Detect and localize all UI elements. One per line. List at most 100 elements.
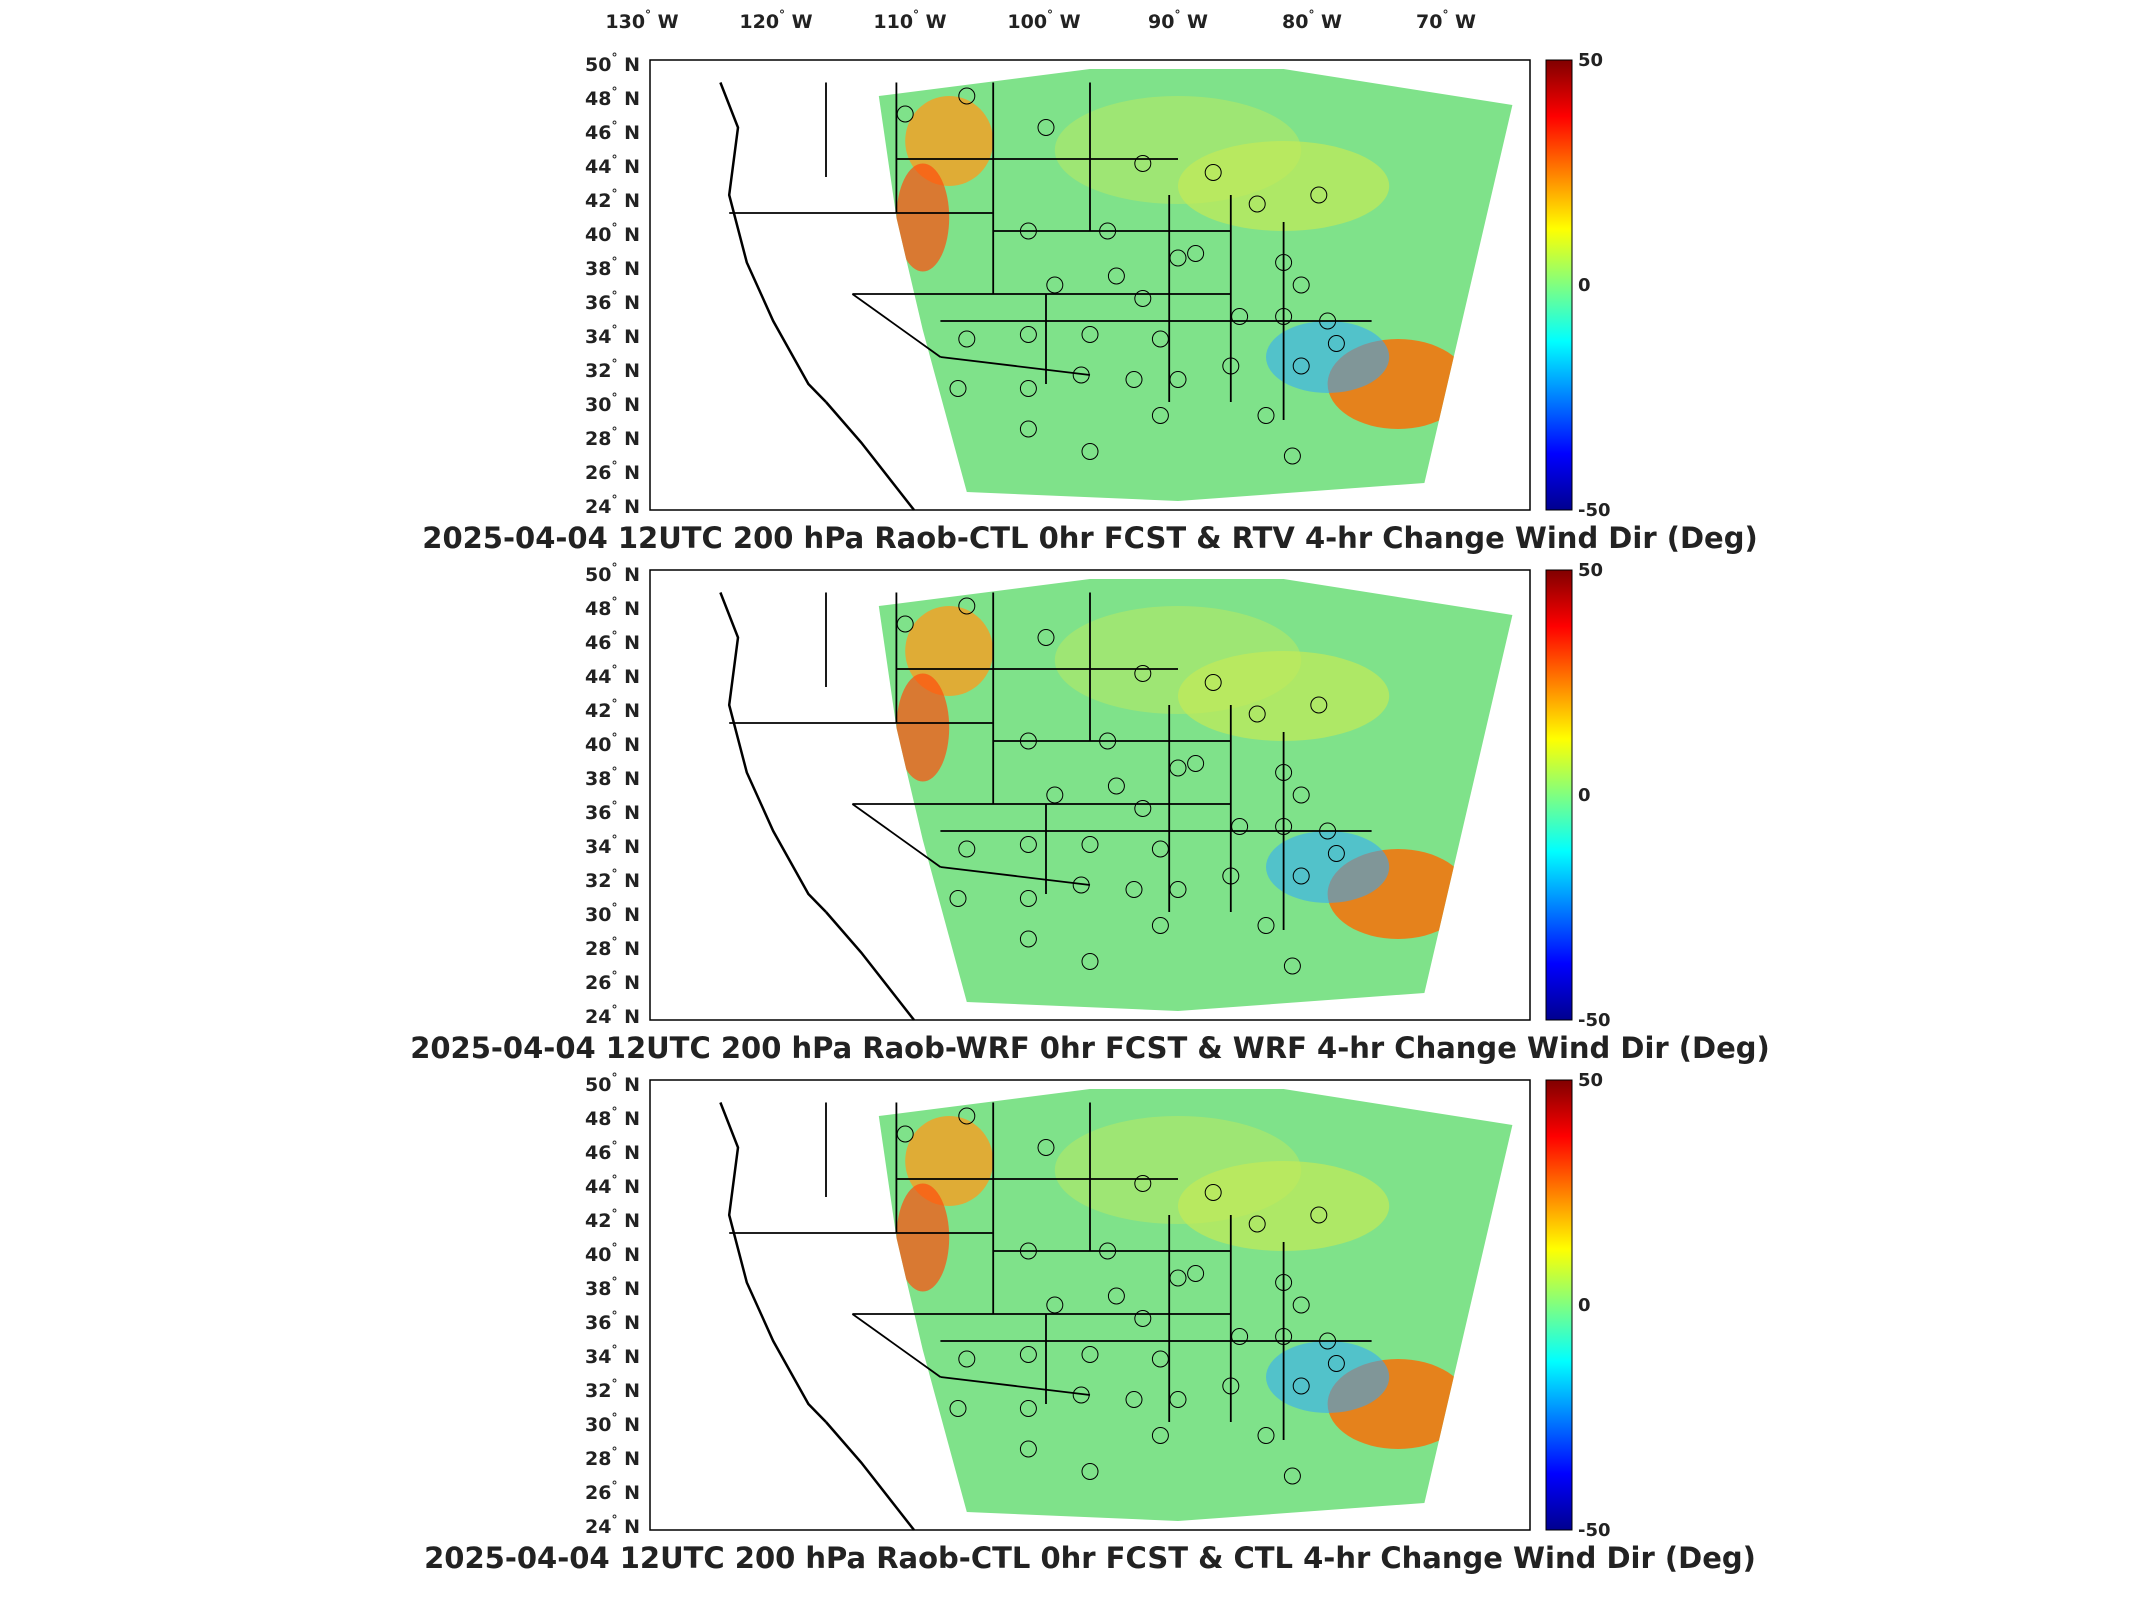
latitude-label: 46° N: [585, 629, 640, 654]
raob-station-marker: [1037, 1139, 1055, 1156]
west-coastline: [719, 1102, 827, 1423]
raob-station-marker: [1169, 759, 1187, 777]
raob-station-marker: [1257, 917, 1275, 934]
latitude-label: 38° N: [585, 1275, 640, 1300]
state-border: [940, 356, 1091, 376]
longitude-label: 110° W: [873, 8, 946, 33]
raob-station-marker: [1046, 786, 1064, 804]
raob-station-marker: [1019, 326, 1037, 343]
latitude-label: 34° N: [585, 323, 640, 348]
raob-station-marker: [1222, 357, 1240, 375]
latitude-label: 46° N: [585, 119, 640, 144]
raob-station-marker: [1222, 1377, 1240, 1395]
longitude-label: 90° W: [1148, 8, 1208, 33]
raob-station-marker: [1319, 1332, 1337, 1350]
raob-station-marker: [1019, 836, 1037, 853]
colorbar-max-label: 50: [1578, 560, 1603, 581]
map-panel: 50° N 48° N 46° N 44° N 42° N 40° N 38° N 36° N…: [410, 560, 1770, 1065]
raob-station-marker: [1151, 917, 1169, 934]
raob-station-marker: [1310, 696, 1328, 714]
longitude-label: 130° W: [605, 8, 678, 33]
raob-station-marker: [1046, 276, 1064, 294]
anomaly-region: [896, 673, 950, 782]
raob-station-marker: [1292, 786, 1310, 804]
raob-station-marker: [1125, 881, 1143, 898]
raob-station-marker: [1134, 155, 1152, 172]
anomaly-region: [1266, 831, 1390, 903]
raob-station-marker: [1310, 1206, 1328, 1224]
latitude-label: 34° N: [585, 1343, 640, 1368]
raob-station-marker: [1319, 312, 1337, 330]
raob-station-marker: [1125, 371, 1143, 388]
colorbar-mid-label: 0: [1578, 1295, 1591, 1316]
raob-station-marker: [1019, 1400, 1037, 1417]
state-border: [851, 293, 941, 358]
map-panel: 50° N 48° N 46° N 44° N 42° N 40° N 38° N 36° N…: [424, 1070, 1756, 1575]
latitude-label: 48° N: [585, 85, 640, 110]
longitude-label: 80° W: [1282, 8, 1342, 33]
raob-station-marker: [1151, 1427, 1169, 1444]
anomaly-region: [1054, 606, 1302, 714]
anomaly-region: [1054, 96, 1302, 204]
raob-station-marker: [1072, 366, 1090, 384]
raob-station-marker: [1169, 1269, 1187, 1287]
latitude-label: 50° N: [585, 561, 640, 586]
baja-coastline: [825, 911, 915, 1021]
anomaly-shading: [896, 1116, 1469, 1449]
raob-station-marker: [1151, 1350, 1169, 1368]
latitude-label: 30° N: [585, 901, 640, 926]
colorbar-mid-label: 0: [1578, 275, 1591, 296]
latitude-label: 36° N: [585, 289, 640, 314]
raob-station-marker: [1134, 290, 1152, 307]
latitude-label: 24° N: [585, 1513, 640, 1538]
longitude-axis-labels: 130° W 120° W 110° W 100° W 90° W 80° W 70° W: [605, 8, 1476, 33]
raob-station-marker: [896, 615, 914, 633]
raob-station-marker: [1081, 836, 1099, 853]
panel-title: 2025-04-04 12UTC 200 hPa Raob-CTL 0hr FC…: [424, 1541, 1756, 1575]
latitude-label: 26° N: [585, 969, 640, 994]
latitude-label: 38° N: [585, 255, 640, 280]
raob-station-marker: [1072, 876, 1090, 894]
state-border: [940, 1376, 1091, 1396]
raob-station-marker: [949, 1400, 967, 1417]
raob-station-marker: [1107, 267, 1125, 285]
raob-station-marker: [1134, 800, 1152, 817]
raob-station-marker: [1151, 840, 1169, 858]
raob-station-marker: [1257, 407, 1275, 424]
latitude-label: 26° N: [585, 1479, 640, 1504]
raob-station-marker: [1257, 1427, 1275, 1444]
anomaly-region: [1054, 1116, 1302, 1224]
panel-title: 2025-04-04 12UTC 200 hPa Raob-CTL 0hr FC…: [422, 521, 1757, 555]
raob-station-marker: [1327, 335, 1345, 352]
raob-station-marker: [1134, 665, 1152, 682]
map-panel: 50° N 48° N 46° N 44° N 42° N 40° N 38° N 36° N…: [422, 50, 1757, 555]
colorbar-min-label: -50: [1578, 1010, 1611, 1031]
raob-station-marker: [1204, 164, 1222, 181]
raob-station-marker: [1292, 1296, 1310, 1314]
anomaly-region: [1266, 321, 1390, 393]
latitude-label: 40° N: [585, 731, 640, 756]
latitude-label: 32° N: [585, 867, 640, 892]
raob-station-marker: [1248, 195, 1266, 213]
raob-station-marker: [1134, 1310, 1152, 1327]
state-border: [851, 1313, 941, 1378]
raob-station-marker: [958, 330, 976, 348]
raob-station-marker: [1019, 890, 1037, 907]
longitude-label: 120° W: [739, 8, 812, 33]
latitude-label: 30° N: [585, 1411, 640, 1436]
raob-station-marker: [1037, 119, 1055, 136]
raob-station-marker: [1283, 957, 1301, 975]
raob-station-marker: [1046, 1296, 1064, 1314]
raob-station-marker: [1081, 1346, 1099, 1363]
latitude-label: 24° N: [585, 493, 640, 518]
latitude-label: 48° N: [585, 595, 640, 620]
raob-station-marker: [1292, 276, 1310, 294]
anomaly-region: [905, 1116, 994, 1206]
raob-station-marker: [1019, 1242, 1037, 1260]
latitude-label: 44° N: [585, 153, 640, 178]
raob-station-marker: [1187, 755, 1205, 772]
west-coastline: [719, 82, 827, 403]
latitude-label: 42° N: [585, 697, 640, 722]
colorbar-mid-label: 0: [1578, 785, 1591, 806]
raob-station-marker: [1151, 407, 1169, 424]
